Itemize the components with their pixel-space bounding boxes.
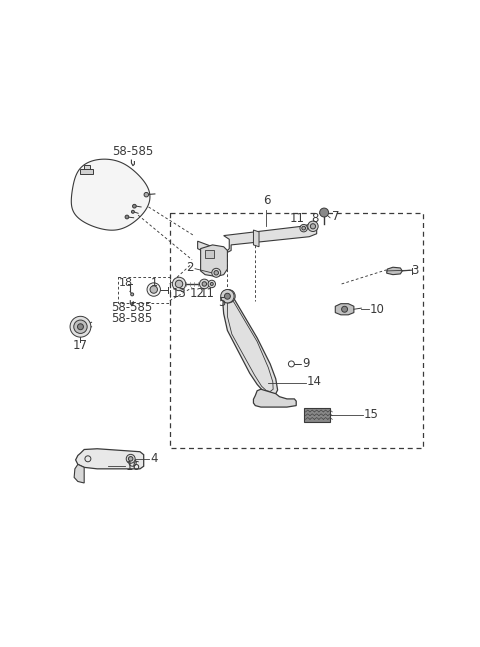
Circle shape	[210, 283, 213, 285]
Circle shape	[132, 204, 136, 208]
Circle shape	[70, 316, 91, 337]
Circle shape	[150, 286, 157, 293]
Circle shape	[129, 457, 133, 461]
Circle shape	[126, 454, 135, 463]
Circle shape	[320, 208, 329, 217]
Circle shape	[147, 283, 160, 296]
Polygon shape	[74, 465, 84, 483]
Polygon shape	[76, 449, 144, 469]
Circle shape	[125, 215, 129, 219]
Text: 7: 7	[332, 210, 339, 223]
Text: 58-585: 58-585	[111, 312, 152, 325]
Text: 1: 1	[151, 278, 158, 288]
Circle shape	[300, 225, 307, 232]
Polygon shape	[223, 295, 277, 395]
Polygon shape	[253, 230, 259, 247]
Text: 58-585: 58-585	[112, 146, 153, 159]
Text: 11: 11	[199, 287, 215, 300]
Text: 17: 17	[73, 339, 88, 352]
Text: 15: 15	[364, 408, 379, 421]
Circle shape	[202, 281, 206, 286]
Text: 3: 3	[411, 264, 418, 277]
Circle shape	[212, 269, 221, 278]
Circle shape	[308, 221, 318, 232]
Bar	[205, 250, 215, 258]
Polygon shape	[335, 303, 354, 315]
Text: 18: 18	[119, 278, 132, 288]
Circle shape	[200, 279, 209, 289]
Circle shape	[131, 293, 133, 296]
Polygon shape	[84, 165, 90, 172]
Circle shape	[225, 293, 230, 299]
Text: 13: 13	[172, 287, 186, 300]
Text: 14: 14	[306, 375, 321, 388]
Circle shape	[208, 280, 216, 288]
Text: 11: 11	[290, 212, 305, 225]
Polygon shape	[253, 389, 296, 407]
Text: 5: 5	[218, 296, 226, 309]
Bar	[304, 408, 330, 422]
Circle shape	[302, 226, 305, 230]
Text: 8: 8	[311, 212, 318, 225]
Text: 12: 12	[190, 287, 205, 300]
Circle shape	[222, 290, 235, 303]
Circle shape	[342, 306, 348, 313]
Circle shape	[175, 280, 183, 288]
Circle shape	[214, 270, 218, 275]
Polygon shape	[386, 267, 402, 275]
Text: 58-585: 58-585	[111, 301, 152, 314]
Text: 9: 9	[302, 357, 309, 371]
Circle shape	[226, 293, 231, 299]
Circle shape	[132, 210, 134, 214]
Text: 4: 4	[150, 452, 158, 465]
Polygon shape	[201, 245, 228, 276]
Text: 6: 6	[263, 193, 270, 206]
Text: 16: 16	[126, 460, 141, 473]
Circle shape	[172, 278, 186, 291]
Circle shape	[144, 192, 148, 197]
Circle shape	[311, 224, 315, 229]
Circle shape	[77, 324, 84, 330]
Text: 2: 2	[186, 261, 194, 274]
Polygon shape	[81, 169, 94, 174]
Polygon shape	[72, 159, 150, 230]
Circle shape	[74, 320, 87, 333]
Circle shape	[221, 290, 234, 303]
Text: 10: 10	[370, 303, 384, 316]
Polygon shape	[198, 225, 317, 254]
